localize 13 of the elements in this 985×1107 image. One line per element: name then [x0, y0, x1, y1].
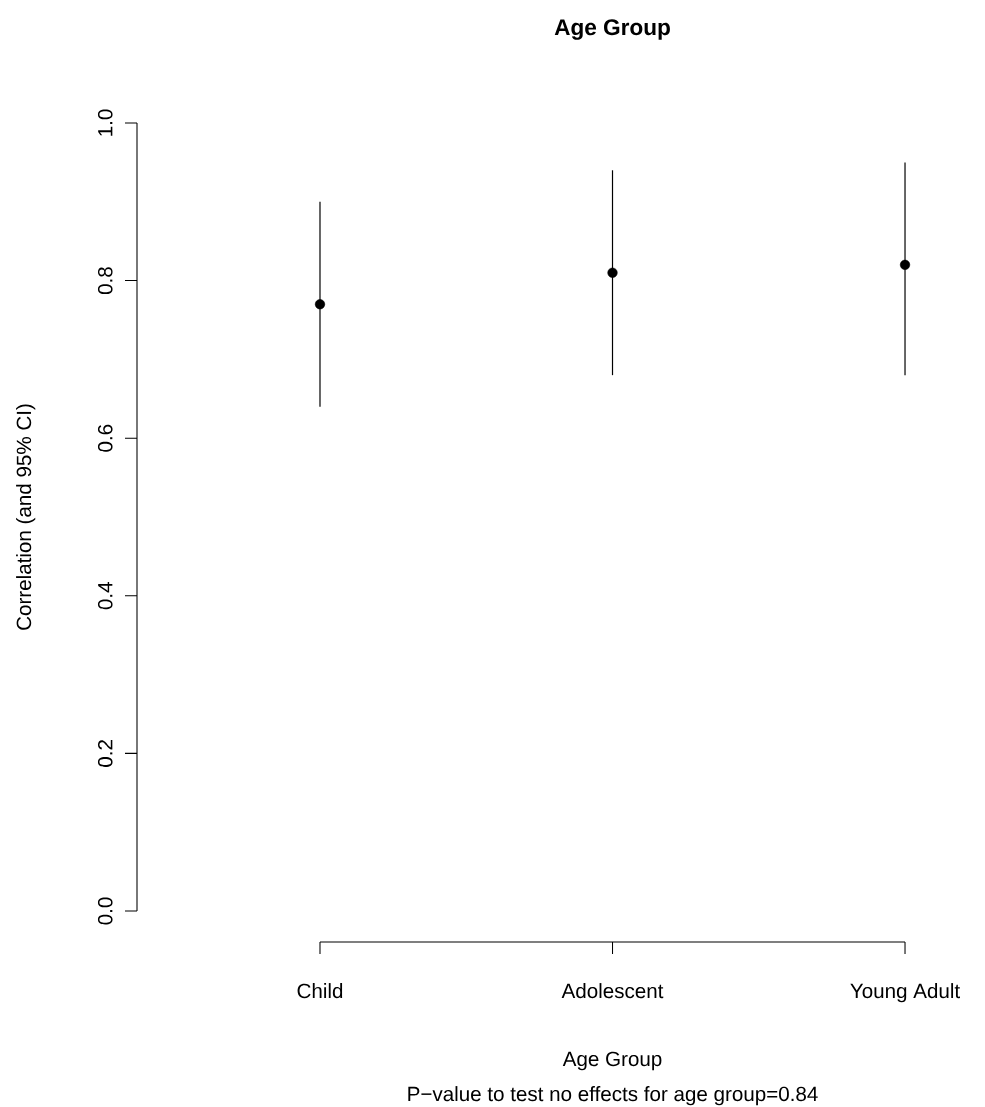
text: P−value to test no effects for age group=0.84: [408, 1086, 818, 1106]
y-tick-label: 1.0: [97, 109, 113, 136]
x-tick-label: Young Adult: [850, 983, 960, 1003]
x-tick-label: Child: [297, 983, 343, 999]
x-tick-label: Adolescent: [561, 983, 664, 999]
y-tick-label: 0.6: [97, 424, 113, 452]
chart-title: Age Group: [554, 19, 670, 40]
y-tick-label: 0.2: [97, 740, 113, 767]
y-tick-label: 0.4: [97, 582, 113, 610]
x-axis-title: Age Group: [562, 1051, 662, 1071]
y-tick-label: 0.0: [97, 897, 113, 925]
y-axis-title: Correlation (and 95% CI): [16, 404, 36, 630]
y-tick-label: 0.8: [97, 267, 113, 295]
